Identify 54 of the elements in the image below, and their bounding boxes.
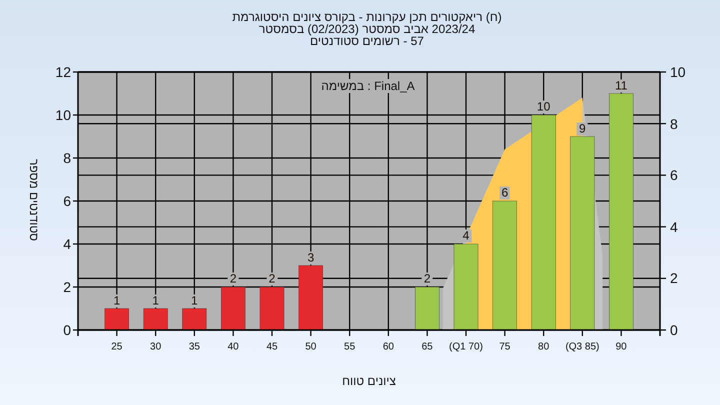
bar <box>415 286 440 330</box>
bar <box>570 136 595 330</box>
bar <box>609 93 634 330</box>
y2-tick-label: 6 <box>670 167 678 184</box>
bar <box>260 286 284 330</box>
x-tick-label: 80 <box>538 342 550 352</box>
y2-tick-label: 4 <box>670 218 678 235</box>
data-label: 1 <box>191 293 198 307</box>
data-label: 9 <box>579 121 586 135</box>
x-tick-label: 30 <box>150 342 162 352</box>
x-tick-label: 45 <box>266 342 278 352</box>
x-tick-label: 55 <box>344 342 356 352</box>
data-label: 4 <box>462 228 470 242</box>
chart-title: היסטוגרמת ציונים בקורס - עקרונות תכן ריאקטורים (ח) <box>232 10 502 24</box>
bar <box>182 308 207 330</box>
data-label: 6 <box>501 186 508 200</box>
y-tick-label: 12 <box>55 64 71 80</box>
bar <box>104 308 129 330</box>
data-label: 2 <box>230 272 237 286</box>
data-label: 1 <box>113 293 120 307</box>
x-tick-label: 65 <box>422 342 433 352</box>
y-axis-title: מספר סטודנטים <box>27 158 41 242</box>
y-tick-label: 8 <box>63 150 71 166</box>
bar <box>531 114 556 330</box>
data-label: 3 <box>307 250 314 264</box>
y-tick-label: 2 <box>63 279 71 295</box>
y-tick-label: 0 <box>63 322 71 338</box>
bar <box>221 286 246 330</box>
bar <box>454 244 478 330</box>
x-tick-label: 60 <box>382 342 394 352</box>
data-label: 2 <box>268 272 276 286</box>
data-label: 1 <box>152 293 159 307</box>
bar <box>492 200 517 330</box>
x-tick-label: 50 <box>305 342 316 352</box>
y2-tick-label: 8 <box>670 116 678 132</box>
x-tick-label: 75 <box>499 342 510 352</box>
data-label: 10 <box>536 100 550 114</box>
x-tick-label: 35 <box>188 342 200 352</box>
data-label: 11 <box>614 78 628 92</box>
data-label: 2 <box>424 272 431 286</box>
y-tick-label: 6 <box>63 193 71 209</box>
bar <box>298 265 323 330</box>
x-axis-title: טווח ציונים <box>342 374 396 388</box>
x-tick-label: 40 <box>228 342 239 352</box>
x-tick-label: (Q1 70) <box>449 342 483 352</box>
y-tick-label: 4 <box>63 236 71 252</box>
y-tick-label: 10 <box>55 107 71 123</box>
y2-tick-label: 2 <box>670 270 678 286</box>
x-tick-label: 90 <box>616 342 627 352</box>
y2-tick-label: 10 <box>670 64 686 80</box>
x-tick-label: (Q3 85) <box>565 342 600 352</box>
bar <box>143 308 168 330</box>
x-tick-label: 25 <box>111 342 122 352</box>
y2-tick-label: 0 <box>670 322 678 338</box>
